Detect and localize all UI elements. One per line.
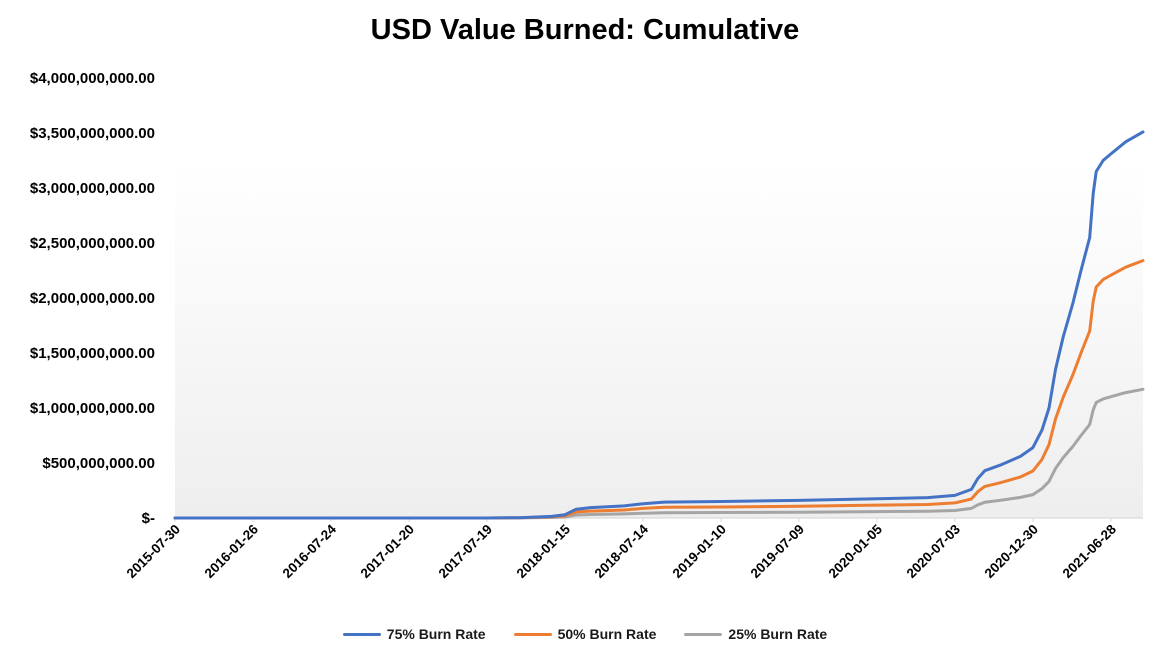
y-tick-label: $1,000,000,000.00	[30, 400, 155, 417]
x-tick-label: 2020-12-30	[982, 522, 1041, 581]
x-tick-label: 2020-01-05	[826, 521, 886, 581]
plot-area-background	[175, 158, 1143, 518]
x-tick-label: 2019-07-09	[748, 522, 807, 581]
legend-item: 25% Burn Rate	[684, 626, 827, 642]
y-tick-label: $3,000,000,000.00	[30, 180, 155, 197]
y-axis: $- $500,000,000.00 $1,000,000,000.00 $1,500…	[30, 70, 155, 527]
series-group	[173, 130, 1145, 520]
y-tick-label: $2,000,000,000.00	[30, 290, 155, 307]
legend-swatch	[342, 632, 381, 636]
x-tick-label: 2020-07-03	[904, 521, 964, 581]
legend-item: 50% Burn Rate	[513, 626, 657, 642]
legend-label: 25% Burn Rate	[728, 626, 828, 642]
legend: 75% Burn Rate 50% Burn Rate 25% Burn Rate	[0, 626, 1170, 642]
x-tick-label: 2017-01-20	[358, 522, 417, 581]
y-tick-label: $500,000,000.00	[42, 455, 155, 472]
y-tick-label: $2,500,000,000.00	[30, 235, 155, 252]
series-line-25-burn-rate	[173, 387, 1145, 520]
legend-swatch	[684, 632, 723, 636]
legend-label: 50% Burn Rate	[557, 626, 657, 642]
legend-label: 75% Burn Rate	[386, 626, 486, 642]
series-line-75-burn-rate	[173, 130, 1145, 520]
x-tick-label: 2015-07-30	[124, 522, 183, 581]
legend-swatch	[513, 632, 552, 636]
y-tick-label: $-	[142, 510, 155, 527]
x-tick-label: 2021-06-28	[1060, 521, 1120, 581]
series-line-50-burn-rate	[173, 259, 1145, 520]
y-tick-label: $1,500,000,000.00	[30, 345, 155, 362]
x-tick-label: 2019-01-10	[670, 522, 729, 581]
x-tick-label: 2017-07-19	[436, 522, 495, 581]
y-tick-label: $4,000,000,000.00	[30, 70, 155, 87]
y-tick-label: $3,500,000,000.00	[30, 125, 155, 142]
x-axis: 2015-07-30 2016-01-26 2016-07-24 2017-01-20…	[124, 518, 1120, 581]
x-tick-label: 2016-07-24	[280, 521, 340, 581]
x-tick-label: 2018-01-15	[514, 521, 574, 581]
x-tick-label: 2016-01-26	[202, 521, 262, 581]
chart-title: USD Value Burned: Cumulative	[370, 14, 800, 46]
legend-item: 75% Burn Rate	[342, 626, 486, 642]
x-tick-label: 2018-07-14	[592, 521, 652, 581]
